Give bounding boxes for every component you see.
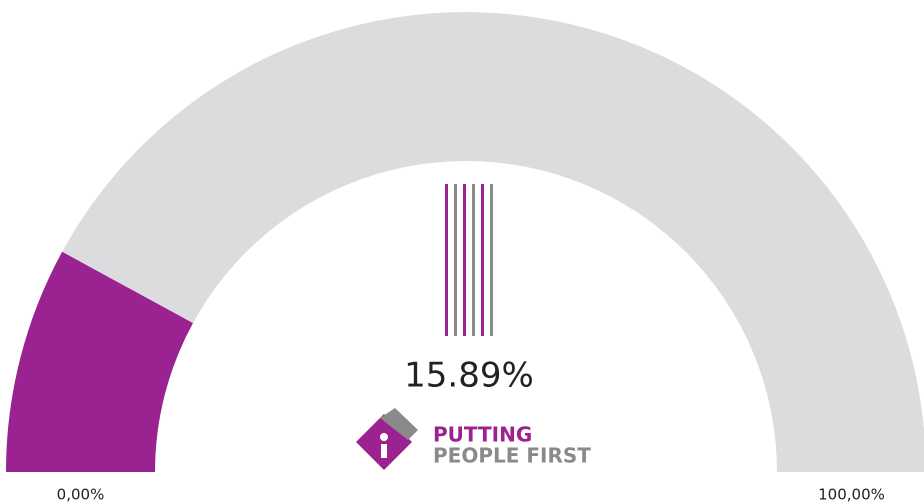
gauge-value-arc <box>6 251 193 472</box>
logo-line-1: PUTTING <box>433 423 532 447</box>
logo-icon <box>356 408 418 470</box>
stripe <box>454 184 457 336</box>
logo-line-2: PEOPLE FIRST <box>433 444 591 468</box>
decor-stripes <box>445 184 493 336</box>
stripe <box>472 184 475 336</box>
stripe <box>490 184 493 336</box>
logo-tag <box>380 408 418 440</box>
gauge-tick-label: 100,00% <box>818 486 885 504</box>
gauge-tick-label: 0,00% <box>57 486 105 504</box>
logo-bar <box>381 444 387 458</box>
gauge-track <box>6 12 924 472</box>
logo-dot <box>380 433 388 441</box>
stripe <box>481 184 484 336</box>
stripe <box>463 184 466 336</box>
stripe <box>445 184 448 336</box>
gauge-value-label: 15.89% <box>404 356 534 396</box>
